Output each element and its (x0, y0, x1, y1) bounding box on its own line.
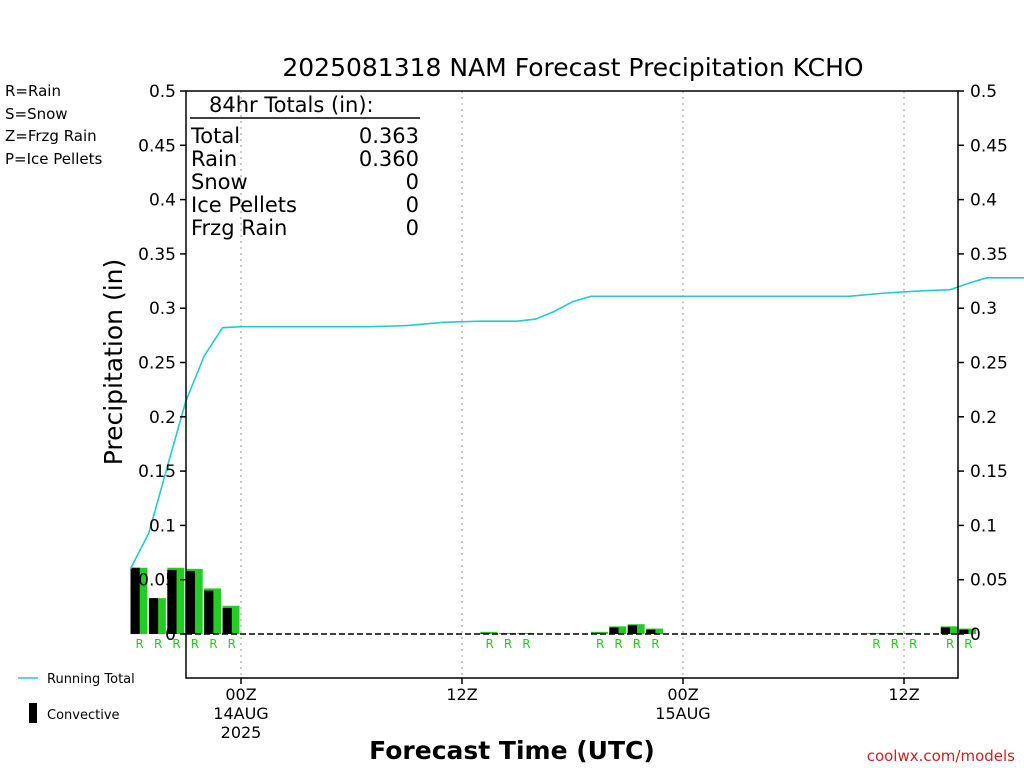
precip-type-letter: R (228, 637, 236, 651)
y-tick-label-right: 0.35 (970, 245, 1008, 265)
rain-bar (904, 632, 921, 634)
precip-type-letter: R (522, 637, 530, 651)
convective-bar (609, 627, 619, 634)
totals-row-value: 0.363 (359, 124, 419, 148)
precip-type-letter: R (485, 637, 493, 651)
x-tick-date: 14AUG (213, 704, 268, 723)
precip-type-letter: R (136, 637, 144, 651)
legend-snow: S=Snow (5, 105, 68, 123)
y-tick-label-left: 0.25 (138, 354, 176, 374)
y-tick-label-right: 0.15 (970, 462, 1008, 482)
y-tick-label-right: 0.1 (970, 516, 997, 536)
precip-type-letter: R (946, 637, 954, 651)
x-tick-date: 15AUG (655, 704, 710, 723)
y-tick-label-right: 0.05 (970, 571, 1008, 591)
convective-bar (222, 607, 232, 634)
convective-bar (646, 629, 656, 634)
y-tick-label-left: 0.05 (138, 571, 176, 591)
y-axis-ticks: 0 00.05 0.050.1 0.10.15 0.150.2 0.20.25 0.250.… (138, 82, 1008, 645)
legend-ice-pellets: P=Ice Pellets (5, 150, 102, 168)
y-tick-label-right: 0.5 (970, 82, 997, 102)
rain-bar (517, 632, 535, 634)
y-tick-label-left: 0 (165, 625, 176, 645)
x-tick-time: 00Z (667, 685, 698, 704)
convective-swatch (29, 703, 37, 723)
totals-header: 84hr Totals (in): (209, 93, 374, 117)
precip-type-letter: R (191, 637, 199, 651)
y-tick-label-left: 0.1 (149, 516, 176, 536)
grid-lines (240, 91, 905, 678)
precip-type-letter: R (172, 637, 180, 651)
y-tick-label-left: 0.35 (138, 245, 176, 265)
rain-bar (885, 632, 903, 634)
precip-type-legend: R=Rain S=Snow Z=Frzg Rain P=Ice Pellets (5, 82, 102, 168)
precip-type-letter: R (891, 637, 899, 651)
precip-type-letter: R (154, 637, 162, 651)
convective-bar (130, 567, 140, 634)
precip-type-letter: R (964, 637, 972, 651)
running-total-layer (129, 276, 1024, 570)
convective-bar (167, 569, 177, 634)
precip-type-letter: R (504, 637, 512, 651)
totals-row-value: 0 (406, 216, 419, 240)
precip-type-letter: R (909, 637, 917, 651)
y-tick-label-left: 0.4 (149, 191, 176, 211)
convective-bar (940, 627, 951, 634)
precip-type-letter: R (633, 637, 641, 651)
y-tick-label-right: 0 (970, 625, 981, 645)
running-total-line (129, 276, 1024, 570)
running-total-legend-label: Running Total (47, 672, 135, 687)
totals-row-label: Total (190, 124, 240, 148)
x-tick-year: 2025 (221, 723, 262, 742)
convective-bar (627, 625, 637, 634)
convective-bar (185, 571, 195, 634)
totals-row-label: Frzg Rain (191, 216, 287, 240)
bottom-legend: Running Total Convective (18, 672, 135, 723)
x-tick-time: 12Z (888, 685, 919, 704)
convective-bar (959, 629, 969, 634)
totals-box: 84hr Totals (in): Total 0.363 Rain 0.360 Sno… (190, 93, 420, 240)
totals-row-label: Snow (191, 170, 248, 194)
y-tick-label-right: 0.2 (970, 408, 997, 428)
y-tick-label-left: 0.45 (138, 136, 176, 156)
precip-type-letter: R (596, 637, 604, 651)
plot-frame (185, 90, 959, 679)
convective-legend-label: Convective (47, 708, 120, 723)
precip-type-letter: R (614, 637, 622, 651)
rain-bar (498, 632, 516, 634)
convective-bar (148, 598, 159, 634)
y-axis-label: Precipitation (in) (99, 259, 128, 466)
precip-type-labels: RRRRRRRRRRRRRRRRRRRRR (136, 637, 973, 651)
legend-rain: R=Rain (5, 82, 61, 100)
x-tick-time: 12Z (446, 685, 477, 704)
y-tick-label-right: 0.4 (970, 191, 997, 211)
totals-row-label: Rain (191, 147, 237, 171)
precip-type-letter: R (651, 637, 659, 651)
y-tick-label-right: 0.3 (970, 299, 997, 319)
convective-bar (204, 590, 214, 634)
y-tick-label-left: 0.5 (149, 82, 176, 102)
y-tick-label-left: 0.15 (138, 462, 176, 482)
totals-row-label: Ice Pellets (191, 193, 297, 217)
totals-row-value: 0 (406, 170, 419, 194)
x-tick-time: 00Z (225, 685, 256, 704)
precip-type-letter: R (872, 637, 880, 651)
precip-bars (130, 567, 977, 634)
precip-type-letter: R (209, 637, 217, 651)
y-tick-label-right: 0.25 (970, 354, 1008, 374)
legend-frzg-rain: Z=Frzg Rain (5, 127, 97, 145)
totals-row-value: 0 (406, 193, 419, 217)
totals-row-value: 0.360 (359, 147, 419, 171)
y-tick-label-left: 0.2 (149, 408, 176, 428)
x-axis-ticks: 00Z14AUG202512Z00Z15AUG12Z00Z16AUG12Z00Z… (213, 678, 920, 742)
y-tick-label-left: 0.3 (149, 299, 176, 319)
x-axis-label: Forecast Time (UTC) (369, 736, 655, 765)
watermark: coolwx.com/models (867, 747, 1015, 765)
chart-title: 2025081318 NAM Forecast Precipitation KC… (282, 53, 863, 82)
y-tick-label-right: 0.45 (970, 136, 1008, 156)
